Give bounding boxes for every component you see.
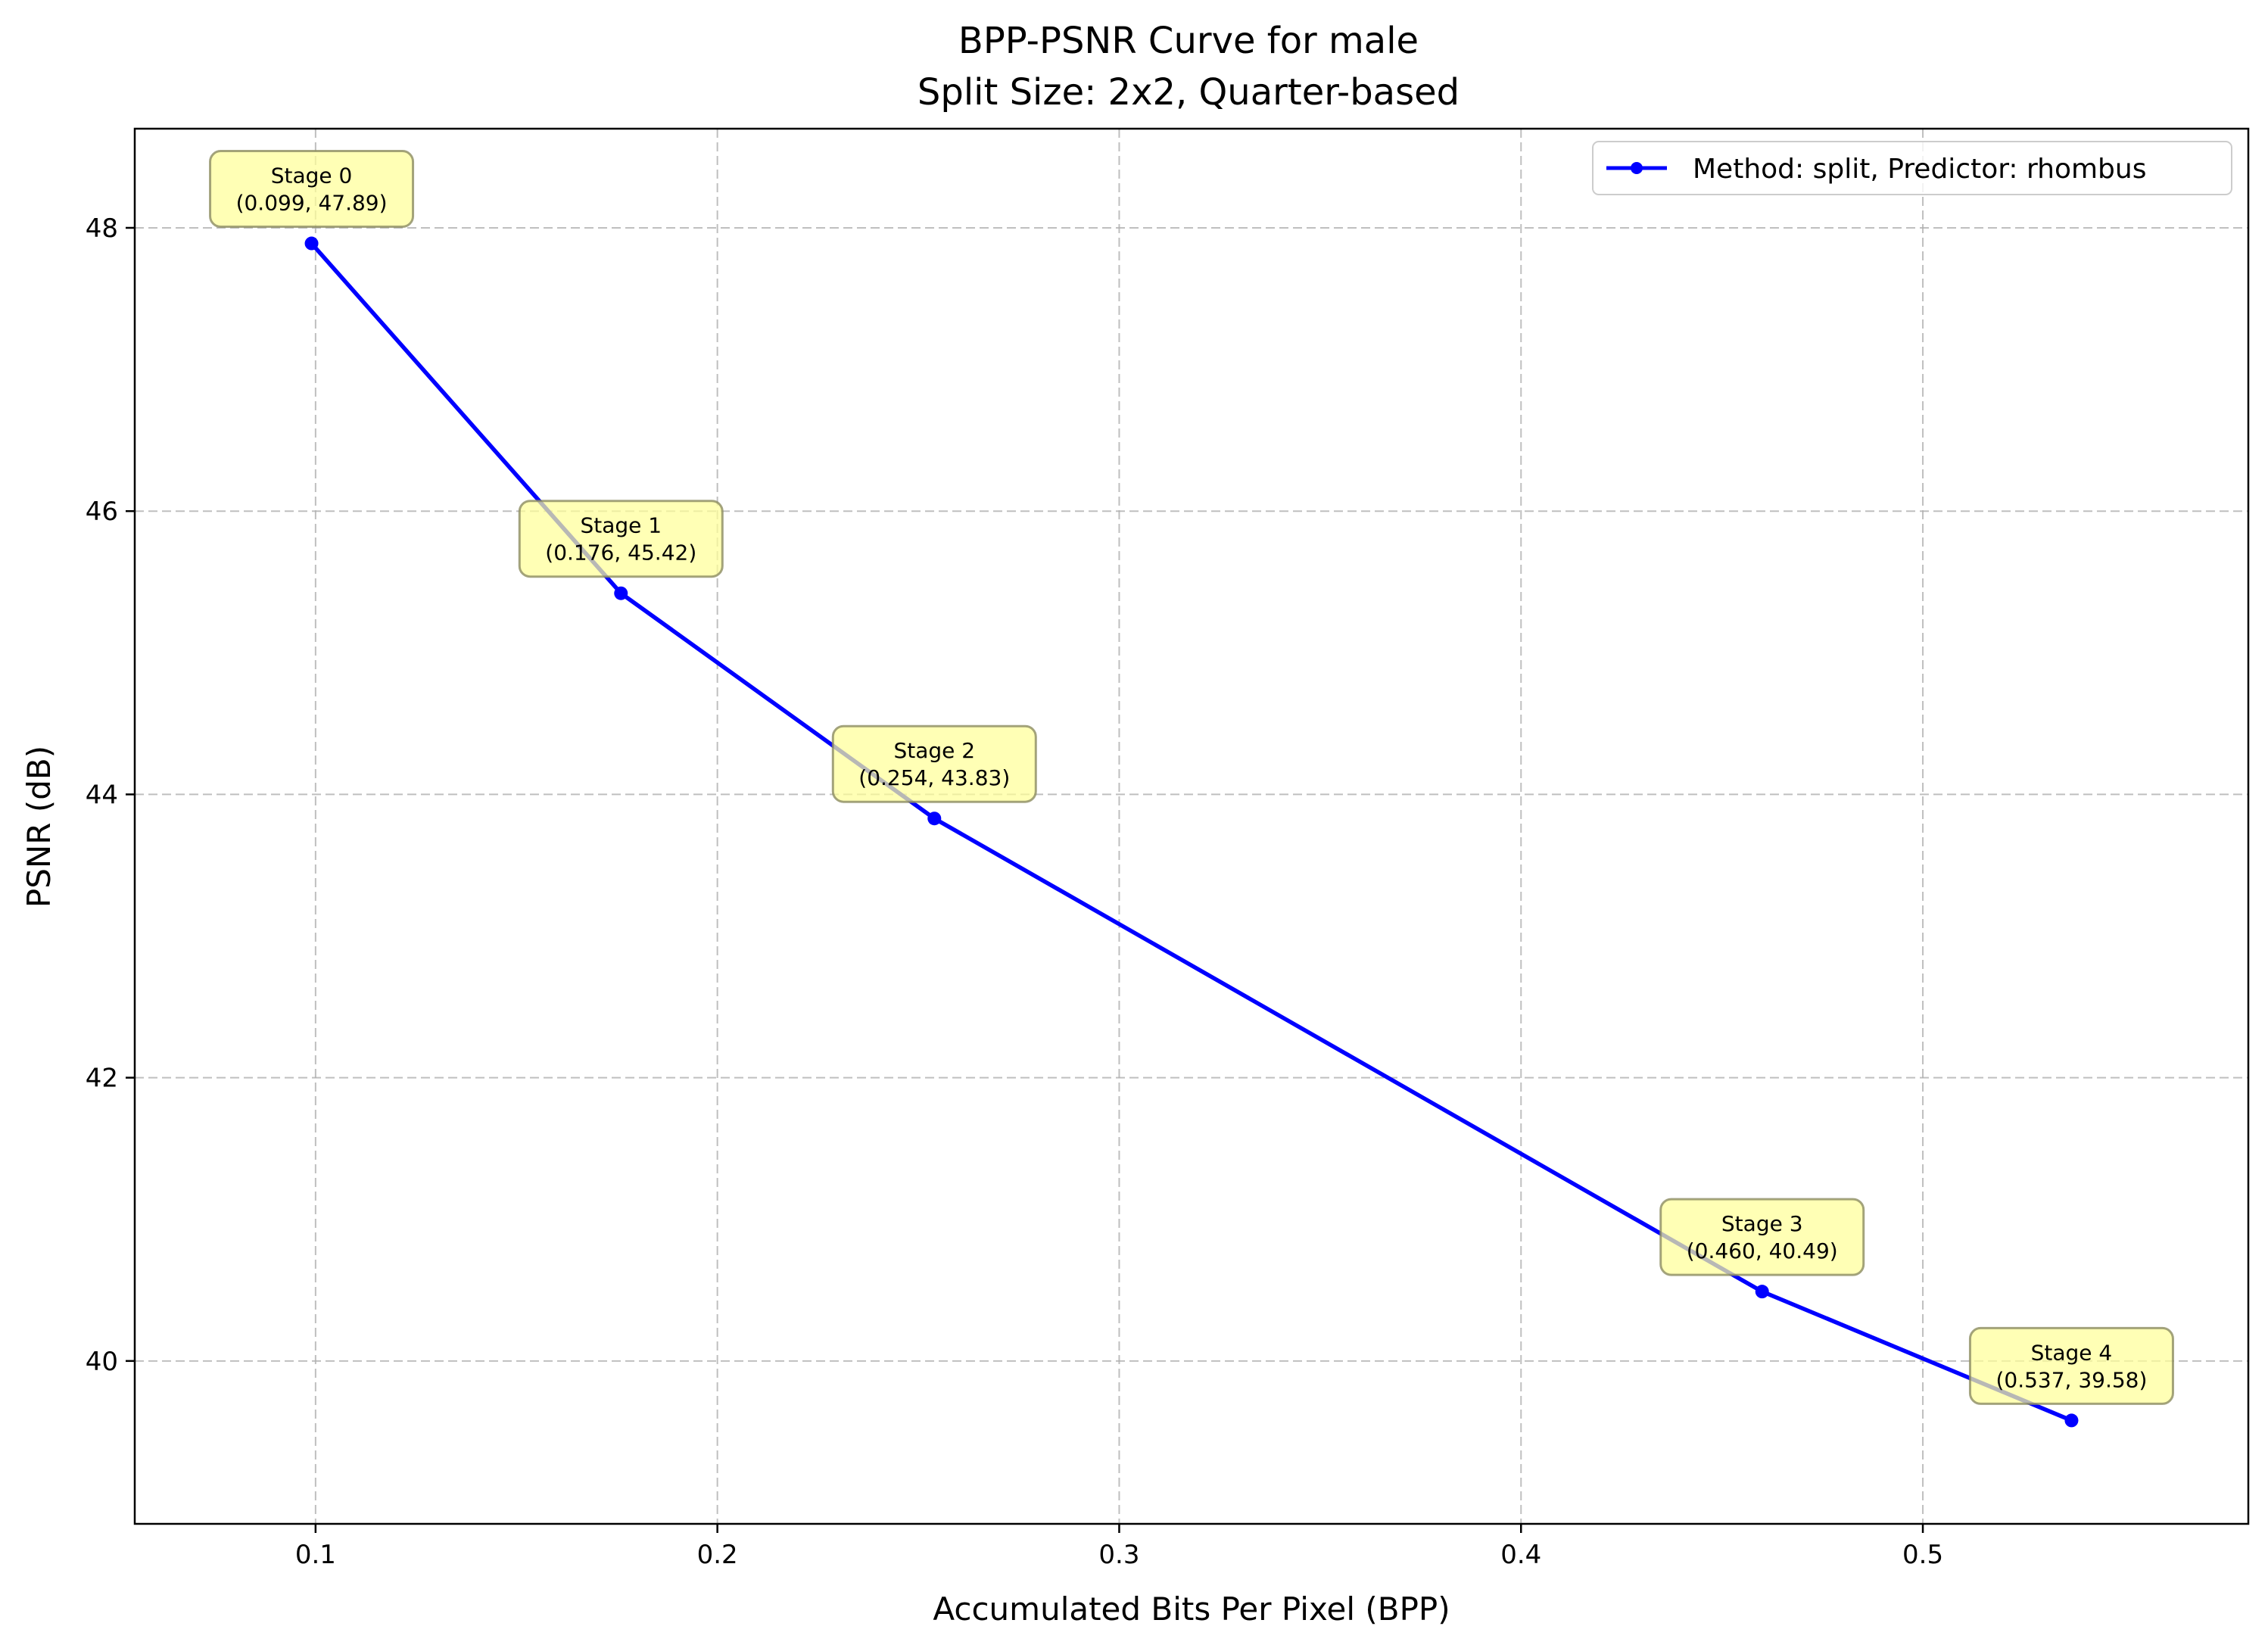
annotation-box xyxy=(1659,1198,1865,1276)
annotation-coords-label: (0.254, 43.83) xyxy=(858,765,1010,790)
x-tick-label: 0.5 xyxy=(1902,1540,1943,1570)
annotation-stage-label: Stage 2 xyxy=(893,738,975,763)
annotation-box xyxy=(831,724,1037,803)
grid-layer xyxy=(135,129,2248,1524)
y-tick-label: 46 xyxy=(86,497,118,527)
x-tick-label: 0.1 xyxy=(295,1540,336,1570)
legend-marker-sample xyxy=(1631,162,1643,174)
annotation-layer: Stage 0 (0.099, 47.89) Stage 1 (0.176, 45.4… xyxy=(209,150,2174,1405)
chart-title: BPP-PSNR Curve for male xyxy=(958,20,1419,62)
y-axis-label: PSNR (dB) xyxy=(20,746,58,908)
data-point xyxy=(1755,1285,1769,1299)
x-tick-label: 0.2 xyxy=(697,1540,738,1570)
x-tick-label: 0.4 xyxy=(1500,1540,1541,1570)
x-axis-label: Accumulated Bits Per Pixel (BPP) xyxy=(933,1590,1450,1628)
plot-frame xyxy=(133,127,2250,1525)
legend-entry-label: Method: split, Predictor: rhombus xyxy=(1693,154,2146,185)
annotation-stage-label: Stage 3 xyxy=(1721,1211,1803,1236)
data-point xyxy=(614,586,628,600)
y-tick-label: 40 xyxy=(86,1347,118,1377)
annotation-box xyxy=(1968,1326,2174,1405)
annotation-coords-label: (0.176, 45.42) xyxy=(545,541,696,565)
annotation-box xyxy=(518,500,724,578)
annotation-stage-label: Stage 1 xyxy=(580,513,662,538)
y-tick-label: 48 xyxy=(86,213,118,244)
tick-layer: 0.1 0.2 0.3 0.4 0.5 40 42 44 46 48 xyxy=(86,213,1943,1570)
annotation-stage-label: Stage 0 xyxy=(271,164,353,188)
legend: Method: split, Predictor: rhombus xyxy=(1592,141,2232,195)
annotation-box xyxy=(209,150,415,229)
annotation-stage-label: Stage 4 xyxy=(2031,1340,2113,1365)
data-point xyxy=(304,236,319,251)
chart-subtitle: Split Size: 2x2, Quarter-based xyxy=(917,71,1460,114)
annotation-coords-label: (0.460, 40.49) xyxy=(1687,1238,1838,1263)
legend-box xyxy=(1592,141,2232,195)
series-layer xyxy=(304,236,2079,1428)
annotation-coords-label: (0.099, 47.89) xyxy=(236,191,388,216)
data-point xyxy=(927,812,942,826)
y-tick-label: 44 xyxy=(86,780,118,810)
annotation-coords-label: (0.537, 39.58) xyxy=(1995,1367,2147,1392)
x-tick-label: 0.3 xyxy=(1098,1540,1139,1570)
data-point xyxy=(2064,1413,2079,1428)
y-tick-label: 42 xyxy=(86,1064,118,1094)
